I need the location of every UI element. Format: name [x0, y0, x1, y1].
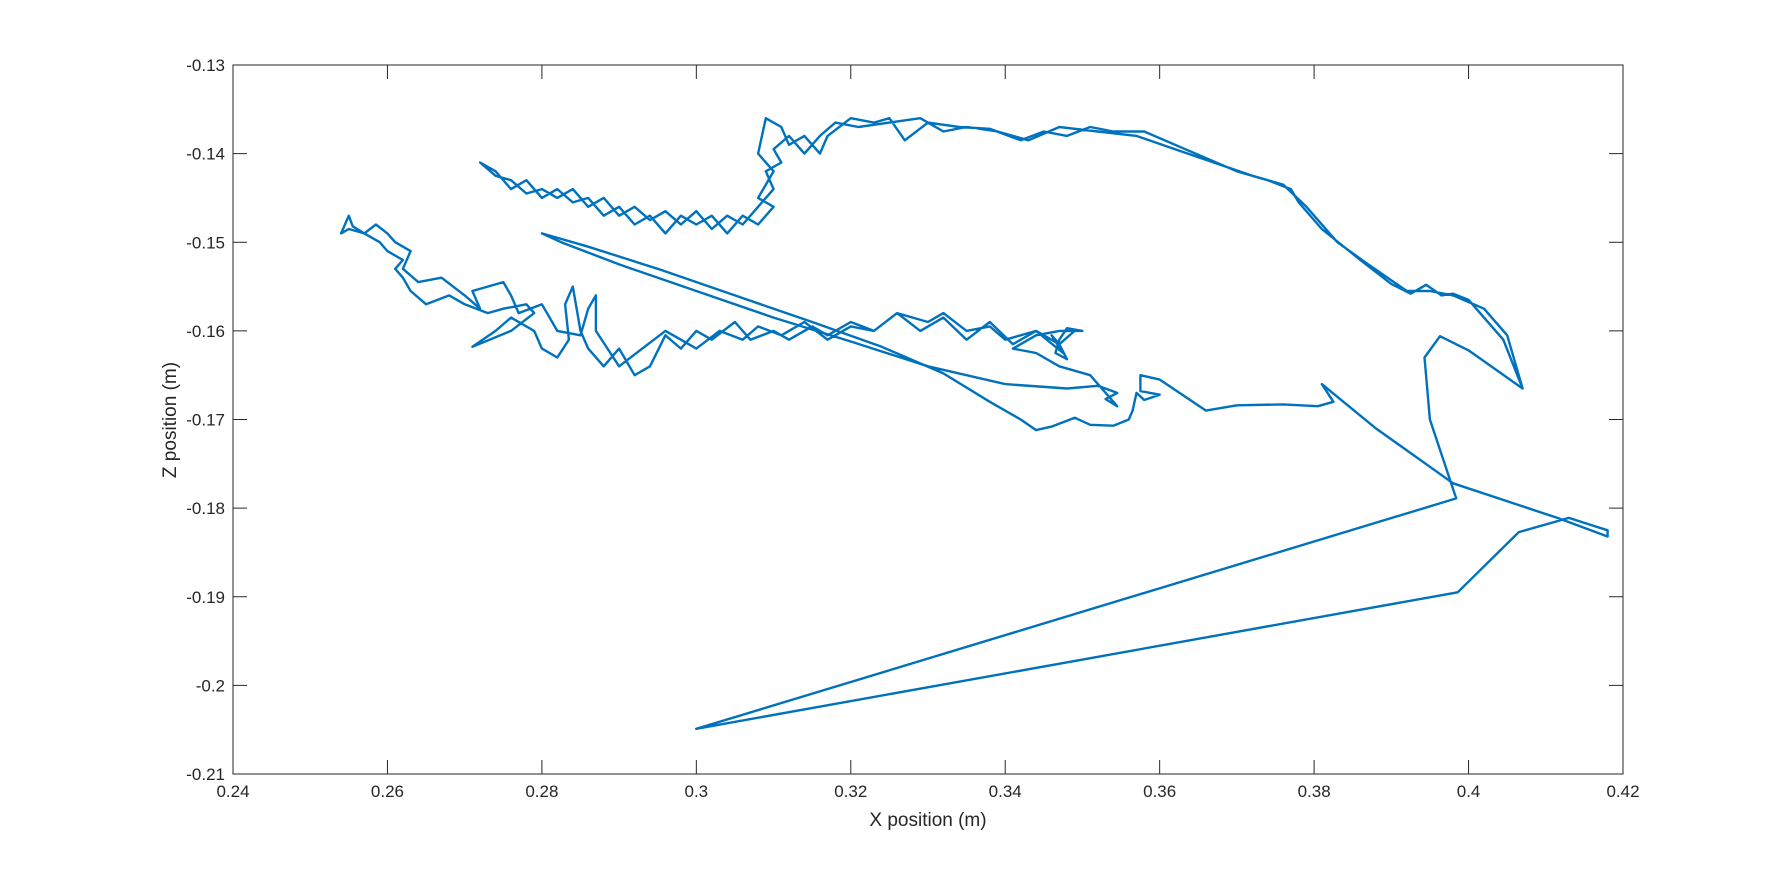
trajectory-line-1: [339, 214, 1609, 730]
x-axis-label: X position (m): [869, 810, 986, 831]
x-tick-label: 0.36: [1143, 782, 1176, 801]
x-tick-label: 0.4: [1457, 782, 1481, 801]
x-tick-label: 0.3: [685, 782, 709, 801]
y-tick-label: -0.18: [186, 499, 225, 518]
y-tick-label: -0.14: [186, 145, 225, 164]
x-tick-label: 0.34: [989, 782, 1022, 801]
x-tick-labels: 0.24 0.26 0.28 0.3 0.32 0.34 0.36 0.38 0.4 0.42: [216, 782, 1639, 801]
y-tick-label: -0.17: [186, 411, 225, 430]
ticks-group: [232, 64, 1624, 775]
y-tick-label: -0.19: [186, 588, 225, 607]
x-tick-label: 0.38: [1298, 782, 1331, 801]
y-tick-label: -0.15: [186, 233, 225, 252]
trajectory-line-2: [478, 116, 1524, 730]
x-tick-label: 0.26: [371, 782, 404, 801]
plot-area: [232, 64, 1624, 775]
x-tick-label: 0.42: [1606, 782, 1639, 801]
y-axis-label: Z position (m): [160, 362, 181, 478]
y-tick-labels: -0.13 -0.14 -0.15 -0.16 -0.17 -0.18 -0.19 -0.2 -…: [186, 56, 225, 784]
y-tick-label: -0.16: [186, 322, 225, 341]
x-tick-label: 0.32: [834, 782, 867, 801]
series-group: [339, 116, 1609, 730]
x-tick-label: 0.28: [525, 782, 558, 801]
y-tick-label: -0.21: [186, 765, 225, 784]
y-tick-label: -0.13: [186, 56, 225, 75]
y-tick-label: -0.2: [196, 676, 225, 695]
x-tick-label: 0.24: [216, 782, 249, 801]
